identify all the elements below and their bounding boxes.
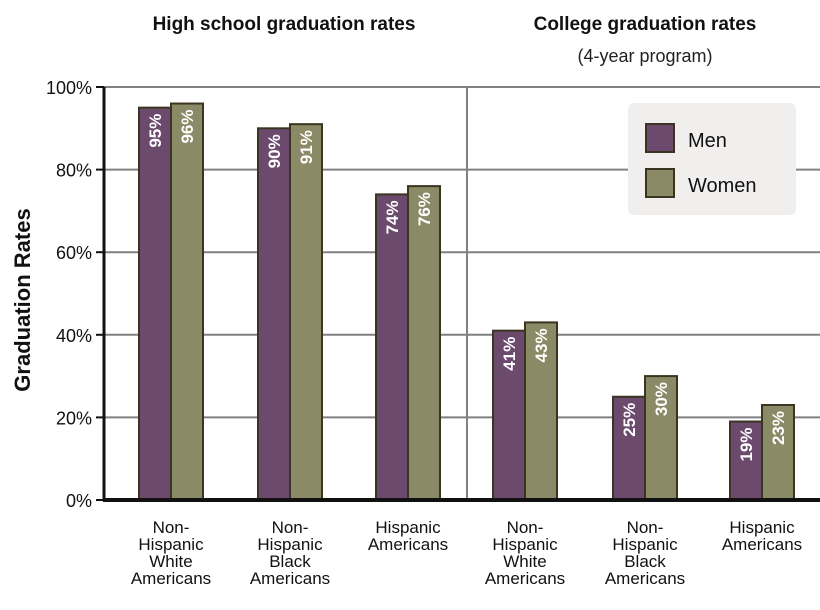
axes [96, 86, 820, 502]
data-label: 43% [532, 328, 551, 362]
y-tick-label: 0% [66, 491, 92, 511]
bar-women [407, 185, 441, 501]
bar-women [289, 123, 323, 501]
y-tick-label: 40% [56, 326, 92, 346]
category-label: Non-Hispanic White Americans [131, 518, 211, 588]
data-label: 41% [500, 337, 519, 371]
panel-subtitle: (4-year program) [577, 46, 712, 66]
data-label: 91% [297, 130, 316, 164]
category-label: Hispanic Americans [722, 518, 802, 554]
y-tick-labels: 0% 20% 40% 60% 80% 100% [46, 78, 92, 511]
category-labels: Non-Hispanic White Americans Non-Hispanic Bl… [131, 518, 802, 588]
legend-background [628, 103, 796, 215]
bars: 95% 90% 74% 96% 91% 76% 41% 25% 19% 43% 30% 23% [138, 102, 795, 502]
bar-men [492, 329, 526, 502]
y-tick-label: 60% [56, 243, 92, 263]
y-tick-label: 80% [56, 161, 92, 181]
data-label: 23% [769, 411, 788, 445]
bar-women [761, 404, 795, 502]
data-label: 90% [265, 134, 284, 168]
legend-label-women: Women [688, 175, 757, 197]
bar-men [257, 127, 291, 502]
panel-titles: High school graduation rates College grad… [153, 14, 757, 66]
data-label: 76% [415, 192, 434, 226]
data-label: 19% [737, 428, 756, 462]
category-label: Hispanic Americans [368, 518, 448, 554]
data-label: 96% [178, 110, 197, 144]
legend-label-men: Men [688, 130, 727, 152]
bar-men [138, 106, 172, 502]
y-tick-label: 20% [56, 408, 92, 428]
category-label: Non-Hispanic Black Americans [250, 518, 330, 588]
y-axis-label: Graduation Rates [10, 208, 35, 391]
legend: Men Women [628, 103, 796, 215]
data-label: 95% [146, 114, 165, 148]
panel-title: High school graduation rates [153, 14, 416, 35]
data-label: 30% [652, 382, 671, 416]
panel-title: College graduation rates [534, 14, 757, 35]
legend-swatch-women [645, 168, 675, 198]
legend-swatch-men [645, 123, 675, 153]
data-label: 25% [620, 403, 639, 437]
bar-men [375, 193, 409, 501]
data-label: 74% [383, 200, 402, 234]
category-label: Non-Hispanic Black Americans [605, 518, 685, 588]
bar-women [170, 102, 204, 502]
y-tick-label: 100% [46, 78, 92, 98]
category-label: Non-Hispanic White Americans [485, 518, 565, 588]
